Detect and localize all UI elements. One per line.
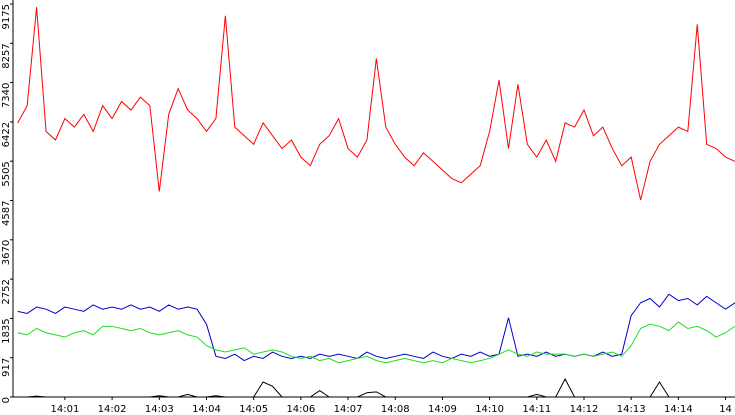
- y-tick-label: 1835: [1, 318, 12, 343]
- x-tick-label: 14:03: [145, 404, 174, 415]
- x-tick-label: 14:01: [50, 404, 79, 415]
- x-tick-label: 14:13: [617, 404, 646, 415]
- x-tick-label: 14:06: [286, 404, 315, 415]
- x-tick-label: 14:08: [381, 404, 410, 415]
- series-line: [17, 7, 735, 201]
- x-tick-label: 14:07: [334, 404, 363, 415]
- x-tick-label: 14:02: [98, 404, 127, 415]
- y-tick-label: 2752: [1, 279, 12, 304]
- y-tick-label: 6422: [1, 122, 12, 147]
- x-tick-label: 14:11: [522, 404, 551, 415]
- x-tick-label: 14:09: [428, 404, 457, 415]
- y-tick-label: 5505: [1, 161, 12, 186]
- x-tick-label: 14:05: [239, 404, 268, 415]
- x-tick-label: 14:04: [192, 404, 221, 415]
- series-line: [17, 377, 735, 398]
- y-tick-label: 8257: [1, 43, 12, 68]
- y-tick-label: 7340: [1, 83, 12, 108]
- y-tick-label: 9175: [1, 4, 12, 29]
- x-tick-label: 14:12: [570, 404, 599, 415]
- y-tick-label: 4587: [1, 201, 12, 226]
- series-line: [17, 293, 735, 362]
- y-tick-label: 3670: [1, 240, 12, 265]
- y-tick-label: 0: [1, 397, 12, 403]
- x-tick-label: 14:10: [475, 404, 504, 415]
- x-tick-label: 14: [719, 404, 732, 415]
- series-line: [17, 321, 735, 364]
- x-tick-label: 14:14: [664, 404, 693, 415]
- y-tick-label: 917: [1, 358, 12, 377]
